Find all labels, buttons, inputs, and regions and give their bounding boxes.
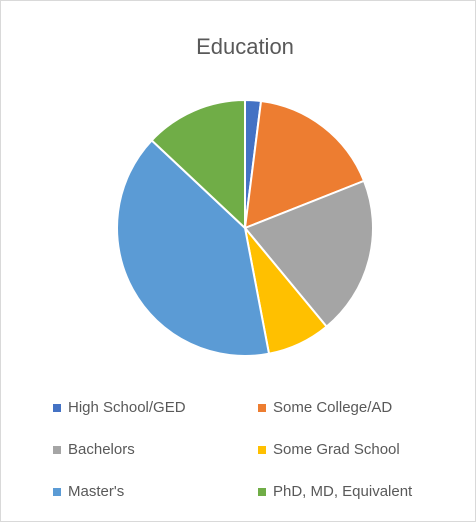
legend-label: PhD, MD, Equivalent	[273, 483, 413, 500]
legend-marker	[53, 488, 61, 496]
legend-marker	[258, 404, 266, 412]
legend-label: Master's	[68, 483, 124, 500]
pie-slice	[116, 138, 271, 357]
legend-marker	[53, 404, 61, 412]
legend-marker	[258, 488, 266, 496]
legend-label: Bachelors	[68, 441, 135, 458]
pie-slice	[243, 99, 366, 230]
legend-marker	[53, 446, 61, 454]
legend-label: Some College/AD	[273, 399, 392, 416]
chart-title: Education	[196, 34, 294, 59]
legend-marker	[258, 446, 266, 454]
pie-slice	[150, 98, 246, 231]
pie-slice	[243, 179, 374, 329]
legend-label: Some Grad School	[273, 441, 400, 458]
legend-label: High School/GED	[68, 399, 186, 416]
